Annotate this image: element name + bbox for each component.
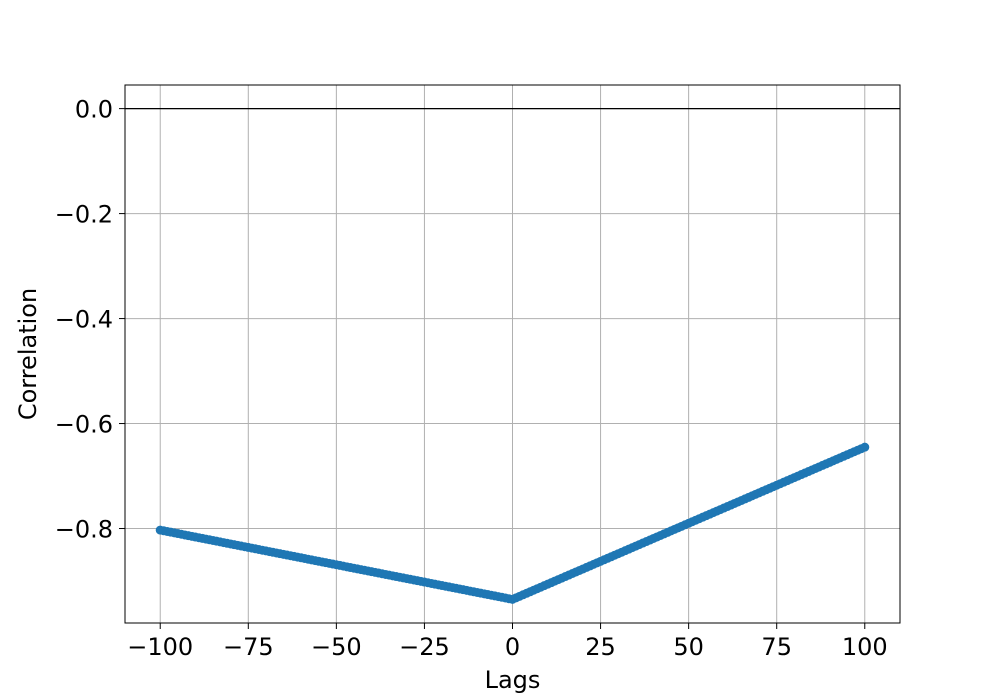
y-tick-label: 0.0 xyxy=(75,96,113,124)
x-tick-label: −50 xyxy=(311,633,362,661)
x-tick-label: −25 xyxy=(399,633,450,661)
x-tick-label: 50 xyxy=(673,633,704,661)
x-tick-label: 25 xyxy=(585,633,616,661)
x-axis-ticks: −100 −75 −50 −25 0 25 50 75 100 xyxy=(127,623,888,661)
x-tick-label: 100 xyxy=(842,633,888,661)
y-tick-label: −0.2 xyxy=(55,201,113,229)
x-tick-label: −75 xyxy=(223,633,274,661)
data-point xyxy=(860,442,870,452)
y-axis-ticks: 0.0 −0.2 −0.4 −0.6 −0.8 xyxy=(55,96,125,544)
y-tick-label: −0.4 xyxy=(55,306,113,334)
x-tick-label: 75 xyxy=(761,633,792,661)
y-tick-label: −0.8 xyxy=(55,516,113,544)
y-axis-label: Correlation xyxy=(14,288,42,420)
x-tick-label: 0 xyxy=(505,633,520,661)
data-series xyxy=(155,442,870,604)
x-axis-label: Lags xyxy=(485,666,541,694)
x-tick-label: −100 xyxy=(127,633,193,661)
grid xyxy=(125,85,900,623)
y-tick-label: −0.6 xyxy=(55,411,113,439)
